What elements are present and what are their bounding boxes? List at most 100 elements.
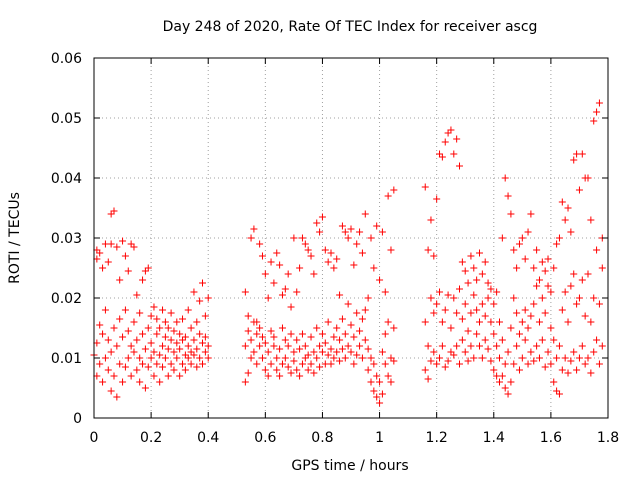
data-point [287,330,295,338]
data-point [584,270,592,278]
data-point [430,309,438,317]
data-point [367,354,375,362]
data-point [587,318,595,326]
data-point [173,354,181,362]
data-point [344,342,352,350]
data-point [107,210,115,218]
data-point [436,354,444,362]
data-point [247,234,255,242]
x-tick-label: 0.2 [140,430,162,446]
data-point [150,348,158,356]
data-points [90,99,606,407]
data-point [304,246,312,254]
data-point [338,222,346,230]
data-point [136,309,144,317]
data-point [570,156,578,164]
data-point [307,333,315,341]
data-point [513,264,521,272]
data-point [147,312,155,320]
data-point [267,258,275,266]
data-point [361,336,369,344]
data-point [150,303,158,311]
data-point [164,345,172,353]
data-point [316,363,324,371]
data-point [307,360,315,368]
x-tick-label: 1 [375,430,384,446]
data-point [273,366,281,374]
data-point [367,234,375,242]
data-point [590,294,598,302]
data-point [159,342,167,350]
data-point [187,360,195,368]
data-point [567,357,575,365]
data-point [276,261,284,269]
data-point [444,357,452,365]
data-point [113,393,121,401]
data-point [298,234,306,242]
y-tick-label: 0.03 [51,231,82,247]
data-point [310,270,318,278]
data-point [121,306,129,314]
data-point [156,378,164,386]
data-point [287,369,295,377]
data-point [467,252,475,260]
data-point [241,288,249,296]
data-point [361,306,369,314]
data-point [164,324,172,332]
data-point [441,363,449,371]
data-point [144,264,152,272]
data-point [430,252,438,260]
data-point [370,387,378,395]
data-point [161,333,169,341]
data-point [458,336,466,344]
data-point [581,312,589,320]
data-point [530,300,538,308]
data-point [527,312,535,320]
data-point [93,255,101,263]
data-point [344,300,352,308]
data-point [433,300,441,308]
data-point [555,390,563,398]
data-point [364,366,372,374]
data-point [384,318,392,326]
data-point [153,360,161,368]
data-point [553,387,561,395]
data-point [473,330,481,338]
data-point [356,342,364,350]
data-point [244,312,252,320]
data-point [324,318,332,326]
data-point [561,288,569,296]
data-point [493,342,501,350]
data-point [561,354,569,362]
y-tick-label: 0.05 [51,111,82,127]
data-point [538,258,546,266]
data-point [261,366,269,374]
data-point [444,291,452,299]
data-point [544,282,552,290]
data-point [104,336,112,344]
data-point [190,288,198,296]
data-point [284,342,292,350]
data-point [501,174,509,182]
data-point [336,357,344,365]
data-point [521,255,529,263]
data-point [447,348,455,356]
data-point [130,243,138,251]
data-point [358,249,366,257]
data-point [541,363,549,371]
data-point [199,279,207,287]
data-point [504,390,512,398]
data-point [510,360,518,368]
data-point [190,336,198,344]
data-point [578,342,586,350]
data-point [333,348,341,356]
y-tick-label: 0.02 [51,291,82,307]
data-point [139,360,147,368]
data-point [593,336,601,344]
x-tick-label: 1.6 [540,430,562,446]
data-point [353,309,361,317]
data-point [196,330,204,338]
data-point [336,336,344,344]
data-point [179,336,187,344]
